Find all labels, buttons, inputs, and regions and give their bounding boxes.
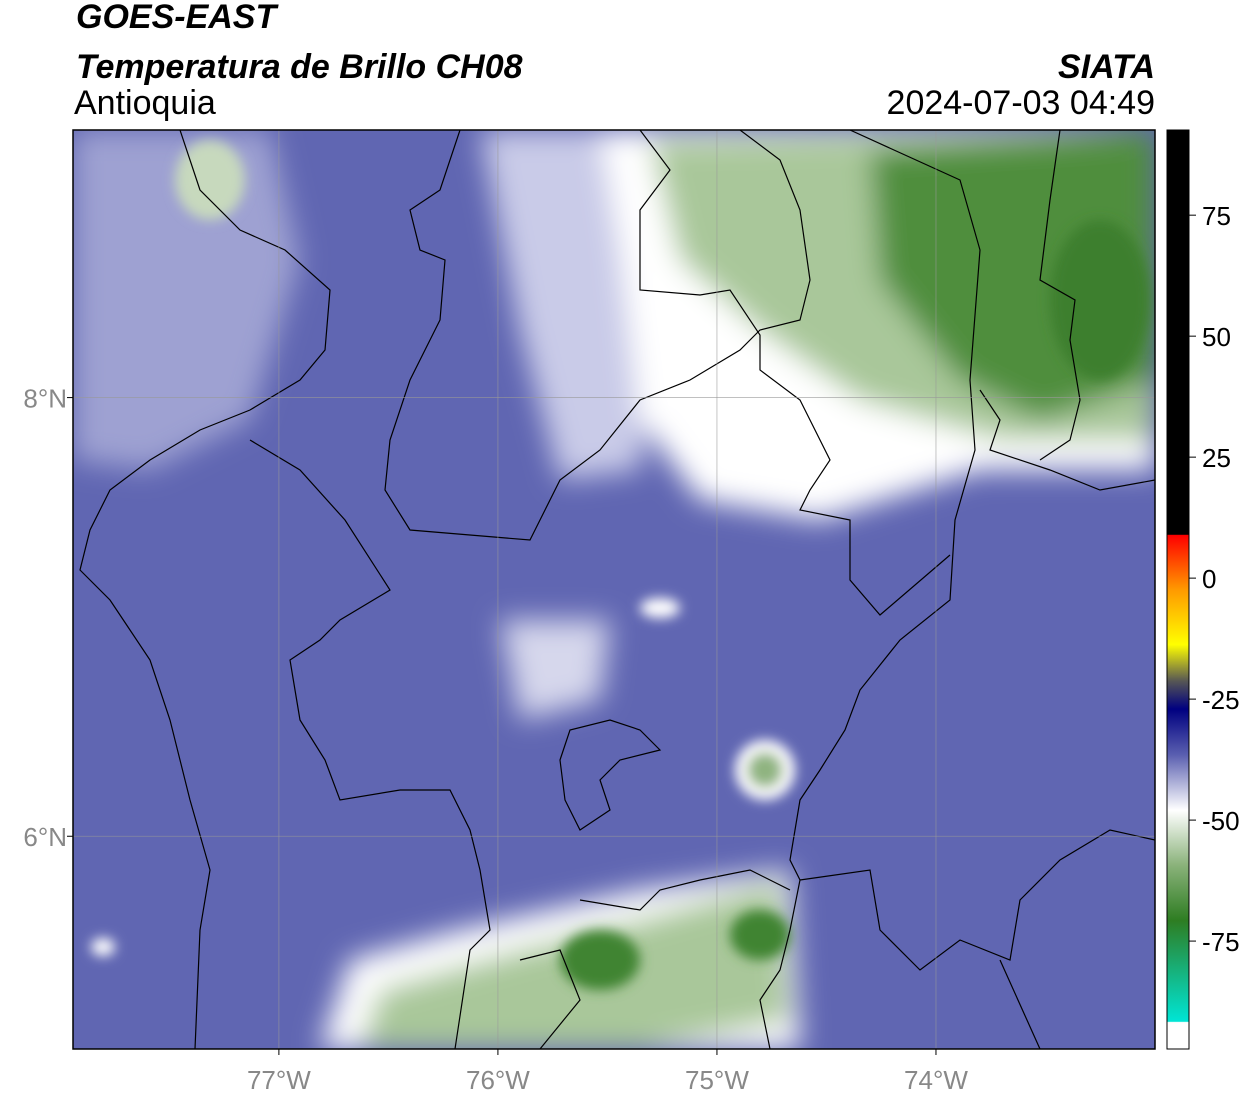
map-frame: [72, 129, 1156, 1050]
colorbar: [1166, 129, 1190, 1050]
colorbar-tick-label: 50: [1202, 322, 1231, 352]
x-tick-label: 74°W: [904, 1065, 968, 1095]
map-image: [73, 130, 1155, 1049]
colorbar-tick-label: -25: [1202, 685, 1240, 715]
y-tick-label: 8°N: [23, 384, 67, 414]
colorbar-tick-label: 75: [1202, 201, 1231, 231]
region: Antioquia: [74, 84, 216, 122]
colorbar-tick-label: -50: [1202, 806, 1240, 836]
y-tick-label: 6°N: [23, 822, 67, 852]
satellite: GOES-EAST: [76, 0, 279, 36]
x-tick-label: 76°W: [466, 1065, 530, 1095]
agency: SIATA: [1058, 48, 1155, 86]
x-tick-label: 75°W: [685, 1065, 749, 1095]
colorbar-tick-label: -75: [1202, 927, 1240, 957]
x-tick-label: 77°W: [247, 1065, 311, 1095]
product: Temperatura de Brillo CH08: [76, 48, 523, 86]
colorbar-tick-label: 0: [1202, 564, 1216, 594]
datetime: 2024-07-03 04:49: [887, 84, 1155, 122]
colorbar-tick-label: 25: [1202, 443, 1231, 473]
borders: [79, 130, 1155, 1049]
